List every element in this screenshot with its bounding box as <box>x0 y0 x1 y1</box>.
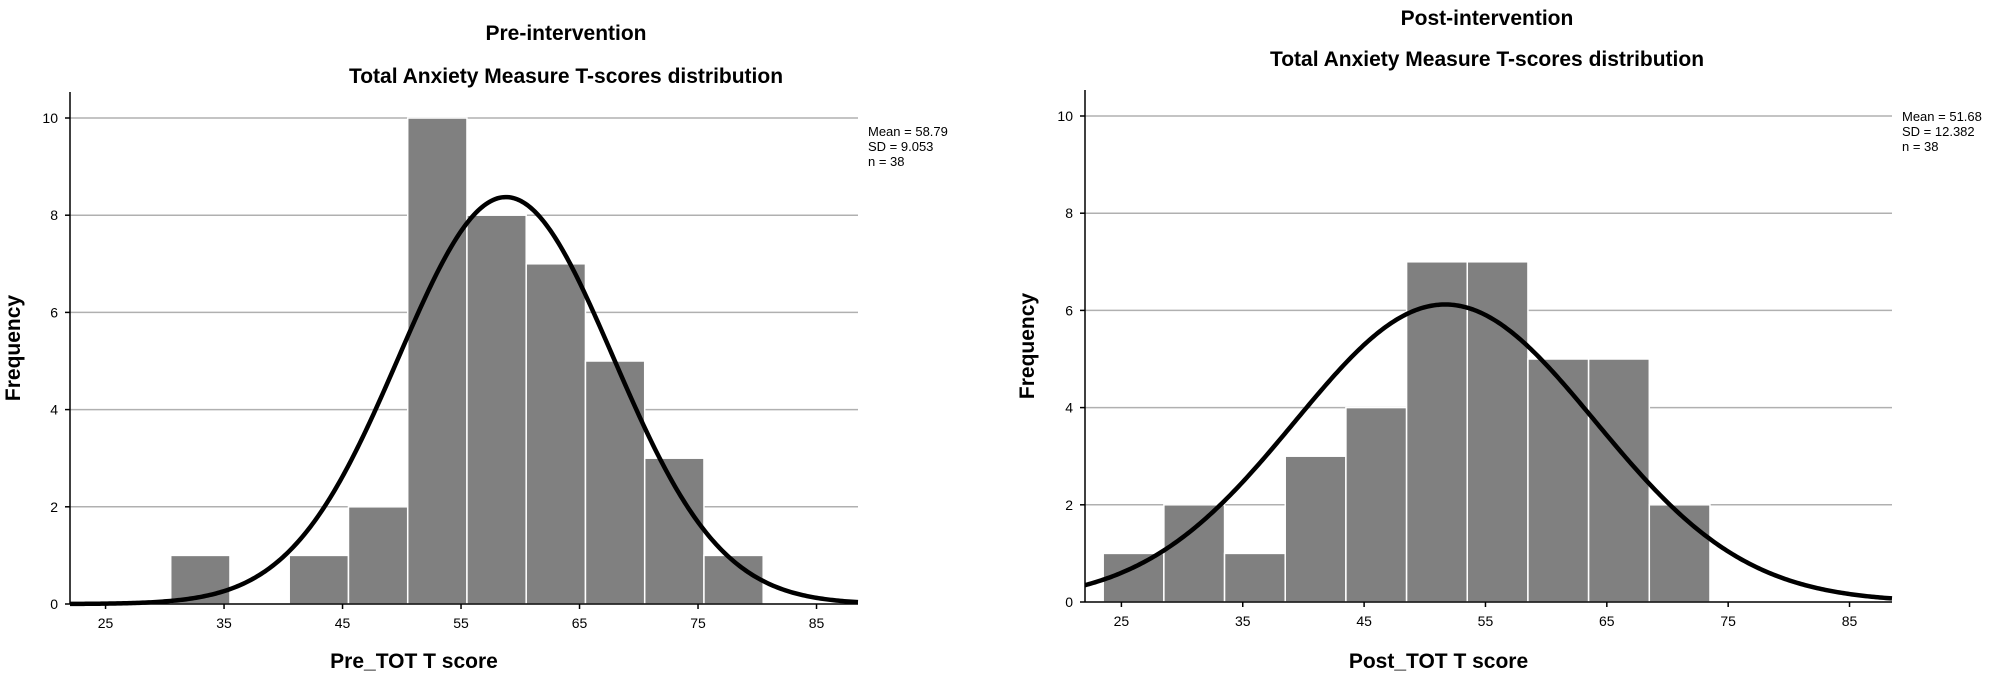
chart-0-title: Pre-intervention <box>485 22 646 45</box>
chart-0-stats-line-0: Mean = 58.79 <box>868 124 948 139</box>
chart-1-y-tick-label-2: 2 <box>1065 497 1073 513</box>
chart-1-bar-4 <box>1345 406 1408 603</box>
chart-0-bar-8 <box>643 457 705 605</box>
chart-0-y-tick-label-8: 8 <box>50 207 58 223</box>
chart-1-normal-curve <box>1084 302 1893 601</box>
chart-0-bar-6 <box>525 263 587 605</box>
chart-1-y-tick-label-4: 4 <box>1065 400 1073 416</box>
chart-0-bar-2 <box>288 554 350 605</box>
pre-intervention-histogram: Pre-intervention Total Anxiety Measure T-… <box>2 22 948 673</box>
chart-0-x-tick-label-45: 45 <box>335 615 351 631</box>
chart-0-y-tick-label-4: 4 <box>50 402 58 418</box>
chart-1-y-axis-label: Frequency <box>1016 293 1039 400</box>
chart-1-bar-7 <box>1527 358 1590 603</box>
chart-0-bar-4 <box>406 117 468 605</box>
chart-0-x-axis-label: Pre_TOT T score <box>330 650 498 673</box>
chart-0-bar-5 <box>466 214 527 605</box>
chart-1-y-tick-label-6: 6 <box>1065 302 1073 318</box>
post-intervention-histogram: Post-intervention Total Anxiety Measure T… <box>1016 7 1982 673</box>
chart-1-x-tick-label-35: 35 <box>1235 613 1251 629</box>
chart-0-subtitle: Total Anxiety Measure T-scores distribut… <box>349 65 783 88</box>
chart-0-y-tick-label-6: 6 <box>50 304 58 320</box>
chart-0-x-tick-label-85: 85 <box>809 615 825 631</box>
chart-1-x-axis-label: Post_TOT T score <box>1349 650 1528 673</box>
chart-1-title: Post-intervention <box>1401 7 1574 30</box>
chart-0-x-tick-label-25: 25 <box>98 615 114 631</box>
chart-0-x-tick-label-55: 55 <box>453 615 469 631</box>
chart-1-bar-8 <box>1587 358 1651 603</box>
chart-1-bar-6 <box>1466 261 1529 603</box>
chart-1-x-tick-label-85: 85 <box>1842 613 1858 629</box>
chart-1-subtitle: Total Anxiety Measure T-scores distribut… <box>1270 48 1704 71</box>
chart-0-bar-7 <box>584 360 646 605</box>
chart-0-y-axis-label: Frequency <box>2 295 25 402</box>
chart-0-x-tick-label-75: 75 <box>690 615 706 631</box>
chart-1-bar-3 <box>1284 455 1347 603</box>
chart-0-y-tick-label-0: 0 <box>50 596 58 612</box>
chart-0-bar-3 <box>347 506 409 605</box>
chart-0-x-tick-label-35: 35 <box>216 615 232 631</box>
chart-1-x-tick-label-75: 75 <box>1720 613 1736 629</box>
chart-1-x-tick-label-65: 65 <box>1599 613 1615 629</box>
chart-0-stats-line-1: SD = 9.053 <box>868 139 933 154</box>
chart-0-y-tick-label-2: 2 <box>50 499 58 515</box>
chart-1-stats-line-0: Mean = 51.68 <box>1902 109 1982 124</box>
chart-1-stats-line-1: SD = 12.382 <box>1902 124 1975 139</box>
chart-1-y-tick-label-0: 0 <box>1065 594 1073 610</box>
chart-0-stats-line-2: n = 38 <box>868 154 905 169</box>
chart-0-y-tick-label-10: 10 <box>42 110 58 126</box>
chart-1-x-tick-label-25: 25 <box>1114 613 1130 629</box>
chart-1-x-tick-label-55: 55 <box>1478 613 1494 629</box>
chart-1-y-tick-label-8: 8 <box>1065 205 1073 221</box>
chart-0-x-tick-label-65: 65 <box>572 615 588 631</box>
chart-1-y-tick-label-10: 10 <box>1057 108 1073 124</box>
chart-1-x-tick-label-45: 45 <box>1356 613 1372 629</box>
chart-1-stats-line-2: n = 38 <box>1902 139 1939 154</box>
chart-1-bar-9 <box>1648 504 1711 603</box>
chart-1-bar-5 <box>1405 261 1469 603</box>
chart-0-normal-curve <box>70 194 859 607</box>
chart-1-bar-2 <box>1223 552 1286 603</box>
chart-1-bar-1 <box>1163 504 1226 603</box>
